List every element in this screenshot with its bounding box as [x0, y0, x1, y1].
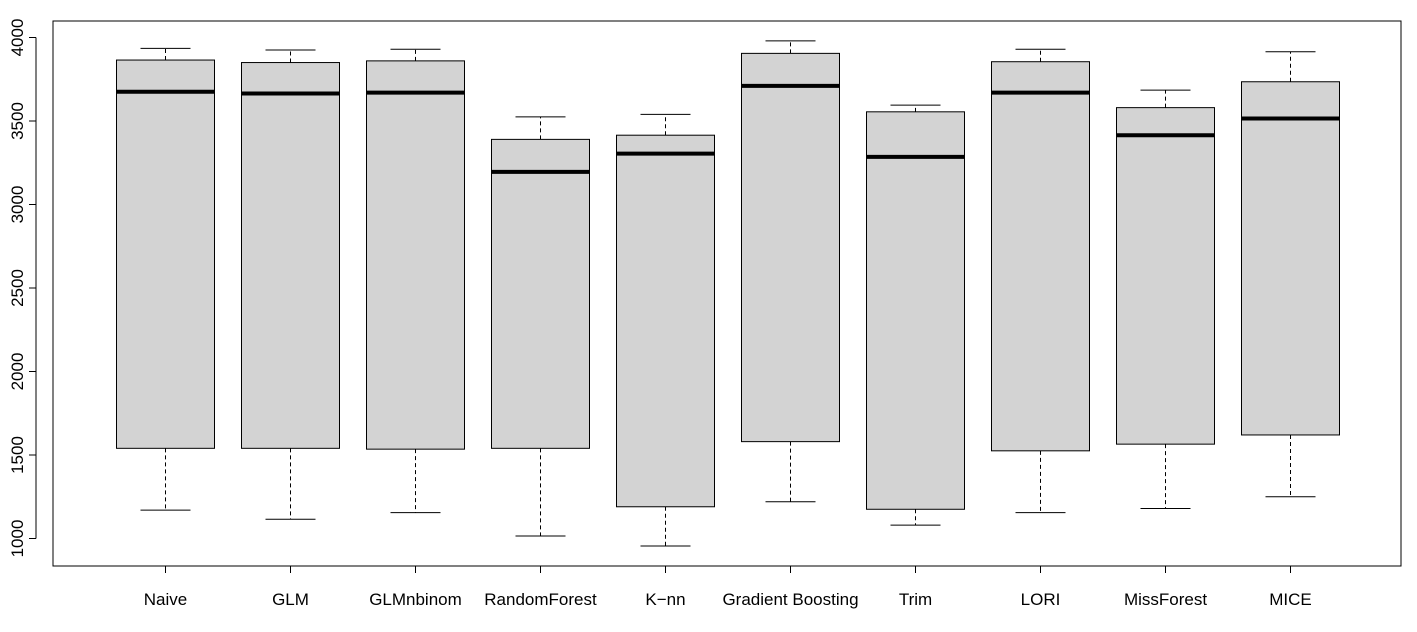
- y-tick-label: 3000: [8, 186, 27, 224]
- box-iqr: [991, 61, 1090, 452]
- box-group: [241, 49, 340, 520]
- box-group: [116, 47, 215, 511]
- box-iqr: [241, 62, 340, 449]
- box-iqr: [366, 60, 465, 450]
- box-iqr: [1241, 81, 1340, 436]
- y-tick-label: 1500: [8, 436, 27, 474]
- box-group: [1116, 89, 1215, 509]
- y-tick-label: 1000: [8, 520, 27, 558]
- y-tick-label: 2500: [8, 269, 27, 307]
- x-tick-label: Gradient Boosting: [722, 590, 858, 609]
- box-iqr: [866, 111, 965, 510]
- y-tick-label: 4000: [8, 19, 27, 57]
- box-group: [866, 104, 965, 526]
- plot-frame: [52, 20, 1402, 567]
- box-group: [366, 48, 465, 514]
- box-group: [616, 113, 715, 547]
- box-group: [991, 48, 1090, 514]
- x-tick-label: Naive: [144, 590, 187, 609]
- box-group: [1241, 51, 1340, 498]
- box-group: [491, 116, 590, 537]
- y-axis: 1000 1500 2000 2500 3000 3500 4000: [8, 19, 37, 558]
- x-tick-label: RandomForest: [484, 590, 597, 609]
- x-tick-label: MissForest: [1124, 590, 1207, 609]
- y-tick-label: 3500: [8, 102, 27, 140]
- box-iqr: [741, 52, 840, 443]
- x-tick-label: GLM: [272, 590, 309, 609]
- x-tick-label: GLMnbinom: [369, 590, 462, 609]
- x-tick-label: MICE: [1269, 590, 1312, 609]
- box-group: [741, 40, 840, 503]
- x-tick-label: LORI: [1021, 590, 1061, 609]
- box-iqr: [1116, 107, 1215, 445]
- x-axis-labels: Naive GLM GLMnbinom RandomForest K−nn Gradien…: [144, 566, 1312, 609]
- y-tick-label: 2000: [8, 353, 27, 391]
- x-tick-label: K−nn: [645, 590, 685, 609]
- boxes-layer: [116, 40, 1340, 547]
- x-tick-label: Trim: [899, 590, 932, 609]
- box-iqr: [491, 138, 590, 449]
- box-iqr: [616, 134, 715, 508]
- box-iqr: [116, 59, 215, 449]
